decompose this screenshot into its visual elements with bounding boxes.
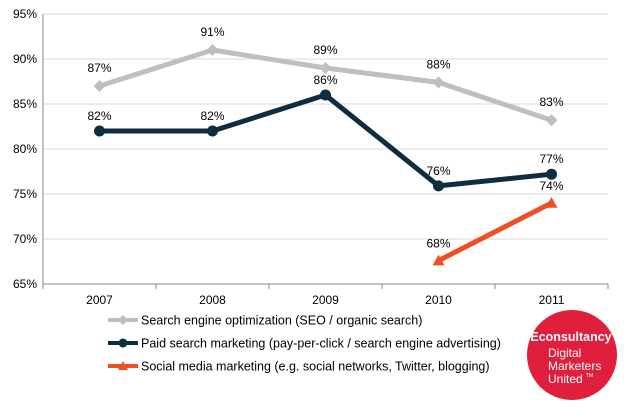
x-tick-label: 2008 [199, 293, 226, 307]
data-label: 87% [87, 61, 111, 75]
legend-label: Search engine optimization (SEO / organi… [141, 314, 422, 328]
data-point-circle [320, 89, 331, 101]
y-tick-label: 80% [13, 142, 37, 156]
y-tick-label: 95% [13, 7, 37, 21]
logo-brand: Econsultancy [530, 330, 611, 344]
data-label: 82% [200, 109, 224, 123]
x-tick-label: 2010 [425, 293, 452, 307]
y-tick-label: 85% [13, 97, 37, 111]
data-label: 89% [313, 43, 337, 57]
data-point-diamond [319, 62, 332, 74]
axes [42, 14, 609, 289]
econsultancy-logo: Econsultancy Digital Marketers United TM [527, 310, 617, 400]
data-point-triangle [118, 361, 128, 370]
legend: Search engine optimization (SEO / organi… [108, 314, 501, 374]
data-label: 86% [313, 73, 337, 87]
gridlines [43, 13, 608, 240]
data-label: 88% [426, 57, 450, 71]
logo-tagline-2: Marketers [548, 359, 601, 373]
data-label: 83% [539, 95, 563, 109]
data-label: 74% [539, 179, 563, 193]
y-tick-label: 90% [13, 52, 37, 66]
y-tick-labels: 65% 70% 75% 80% 85% 90% 95% [13, 7, 37, 291]
data-point-circle [118, 338, 128, 348]
y-tick-label: 65% [13, 277, 37, 291]
series-lines [93, 44, 558, 266]
series-line [436, 200, 554, 264]
series-line [97, 92, 554, 189]
data-point-circle [94, 125, 105, 137]
data-labels: 87% 91% 89% 88% 83% 82% 82% 86% 76% 77% 68% 74% [87, 25, 563, 251]
y-tick-label: 75% [13, 187, 37, 201]
logo-tagline-3: United [548, 372, 583, 386]
x-tick-label: 2007 [86, 293, 113, 307]
x-tick-label: 2011 [539, 293, 565, 307]
x-tick-label: 2009 [312, 293, 339, 307]
logo-tagline-1: Digital [548, 346, 581, 360]
data-point-triangle [545, 197, 558, 208]
logo-circle [527, 310, 617, 400]
data-point-diamond [432, 76, 445, 89]
x-tick-labels: 2007 2008 2009 2010 2011 [86, 293, 565, 307]
data-label: 91% [200, 25, 224, 39]
data-label: 77% [539, 152, 563, 166]
logo-trademark: TM [586, 373, 593, 379]
data-label: 76% [426, 164, 450, 178]
legend-label: Paid search marketing (pay-per-click / s… [141, 337, 501, 351]
data-point-diamond [118, 315, 128, 325]
legend-label: Social media marketing (e.g. social netw… [141, 360, 490, 374]
data-point-diamond [206, 44, 219, 56]
data-point-triangle [432, 254, 445, 266]
data-label: 68% [426, 237, 450, 251]
data-point-circle [546, 168, 557, 180]
data-point-circle [433, 180, 444, 192]
y-tick-label: 70% [13, 232, 37, 246]
data-point-circle [207, 125, 218, 137]
data-point-diamond [545, 114, 558, 127]
data-label: 82% [87, 109, 111, 123]
data-point-diamond [93, 80, 106, 92]
